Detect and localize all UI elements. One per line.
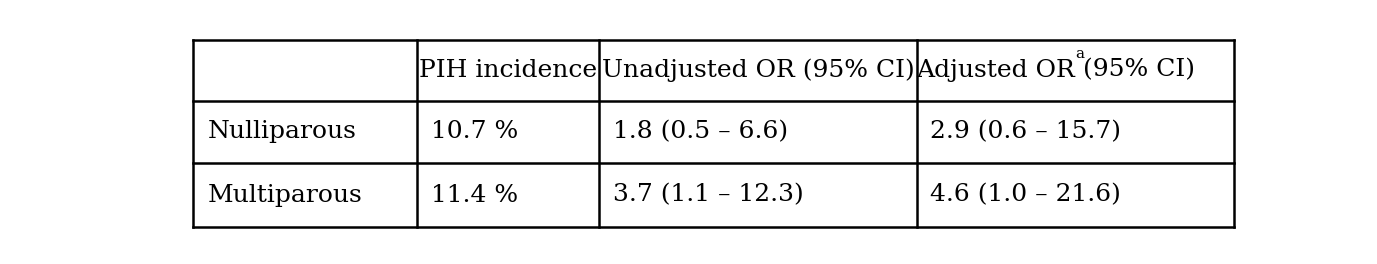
Text: 10.7 %: 10.7 % [431,120,518,143]
Text: Nulliparous: Nulliparous [208,120,357,143]
Text: (95% CI): (95% CI) [1075,59,1195,82]
Text: Unadjusted OR (95% CI): Unadjusted OR (95% CI) [602,58,914,82]
Text: Multiparous: Multiparous [208,183,362,206]
Text: 1.8 (0.5 – 6.6): 1.8 (0.5 – 6.6) [613,120,788,143]
Text: 2.9 (0.6 – 15.7): 2.9 (0.6 – 15.7) [931,120,1121,143]
Text: PIH incidence: PIH incidence [419,59,598,82]
Text: 4.6 (1.0 – 21.6): 4.6 (1.0 – 21.6) [931,183,1121,206]
Text: 11.4 %: 11.4 % [431,183,518,206]
Text: Adjusted OR: Adjusted OR [917,59,1075,82]
Text: 3.7 (1.1 – 12.3): 3.7 (1.1 – 12.3) [613,183,804,206]
Text: a: a [1075,47,1084,61]
